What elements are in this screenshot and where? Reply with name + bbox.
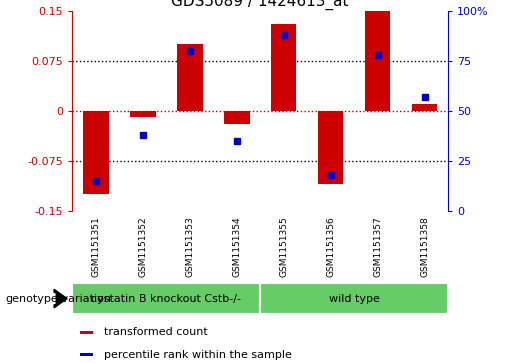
Text: GSM1151358: GSM1151358	[420, 216, 429, 277]
Text: GSM1151356: GSM1151356	[326, 216, 335, 277]
Bar	[271, 24, 297, 111]
Bar	[177, 44, 202, 111]
FancyArrow shape	[54, 289, 67, 308]
Bar	[318, 111, 344, 184]
Text: percentile rank within the sample: percentile rank within the sample	[105, 350, 293, 359]
Text: genotype/variation: genotype/variation	[5, 294, 111, 303]
Text: GSM1151357: GSM1151357	[373, 216, 382, 277]
Text: GSM1151354: GSM1151354	[232, 216, 241, 277]
Text: GSM1151353: GSM1151353	[185, 216, 194, 277]
Text: cystatin B knockout Cstb-/-: cystatin B knockout Cstb-/-	[91, 294, 241, 303]
Bar	[80, 331, 93, 334]
Bar	[80, 353, 93, 356]
Bar	[224, 111, 249, 124]
Bar	[130, 111, 156, 117]
Text: GSM1151352: GSM1151352	[138, 216, 147, 277]
Text: GSM1151355: GSM1151355	[279, 216, 288, 277]
Bar	[411, 104, 437, 111]
Title: GDS5089 / 1424613_at: GDS5089 / 1424613_at	[171, 0, 349, 9]
Bar	[83, 111, 109, 194]
Bar	[260, 283, 448, 314]
Text: GSM1151351: GSM1151351	[91, 216, 100, 277]
Text: wild type: wild type	[329, 294, 380, 303]
Bar	[72, 283, 260, 314]
Bar	[365, 11, 390, 111]
Text: transformed count: transformed count	[105, 327, 208, 337]
